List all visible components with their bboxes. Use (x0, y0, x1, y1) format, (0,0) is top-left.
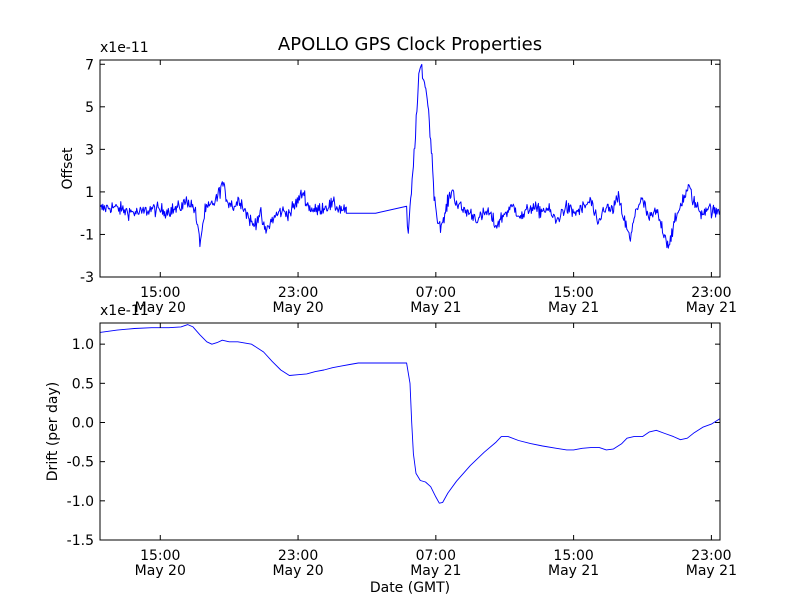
offset-x-tick-time-label: 23:00 (691, 285, 731, 301)
drift-y-tick-label: 1.0 (72, 337, 94, 353)
drift-x-tick-date-label: May 20 (135, 563, 186, 579)
offset-y-axis-label: Offset (60, 147, 76, 190)
offset-plot-area (100, 60, 720, 277)
drift-y-axis-label: Drift (per day) (45, 382, 61, 481)
drift-x-tick-time-label: 15:00 (140, 548, 180, 564)
drift-x-tick-time-label: 15:00 (553, 548, 593, 564)
offset-y-tick-label: -1 (80, 227, 94, 243)
offset-y-tick-label: 5 (85, 100, 94, 116)
offset-x-tick-date-label: May 20 (272, 300, 323, 316)
offset-x-tick-date-label: May 21 (548, 300, 599, 316)
drift-x-tick-date-label: May 21 (410, 563, 461, 579)
drift-y-tick-label: -1.0 (67, 494, 94, 510)
drift-x-tick-date-label: May 21 (686, 563, 737, 579)
drift-x-tick-time-label: 23:00 (278, 548, 318, 564)
offset-x-tick-time-label: 07:00 (416, 285, 456, 301)
chart-title: APOLLO GPS Clock Properties (278, 34, 542, 55)
offset-y-tick-label: 7 (85, 57, 94, 73)
offset-x-tick-date-label: May 21 (410, 300, 461, 316)
offset-x-tick-time-label: 23:00 (278, 285, 318, 301)
offset-y-tick-label: 1 (85, 185, 94, 201)
drift-plot-area (100, 323, 720, 540)
drift-x-tick-date-label: May 20 (272, 563, 323, 579)
offset-y-tick-label: -3 (80, 270, 94, 286)
offset-x-tick-time-label: 15:00 (553, 285, 593, 301)
chart: APOLLO GPS Clock Properties -3 -1 1 3 5 7 15:… (0, 0, 800, 600)
drift-x-tick-time-label: 23:00 (691, 548, 731, 564)
offset-scale-label: x1e-11 (100, 40, 149, 56)
offset-x-tick-time-label: 15:00 (140, 285, 180, 301)
drift-y-tick-label: 0.0 (72, 415, 94, 431)
drift-x-tick-time-label: 07:00 (416, 548, 456, 564)
offset-x-tick-date-label: May 21 (686, 300, 737, 316)
offset-y-tick-label: 3 (85, 142, 94, 158)
drift-x-tick-date-label: May 21 (548, 563, 599, 579)
drift-y-tick-label: -1.5 (67, 533, 94, 549)
drift-y-tick-label: 0.5 (72, 376, 94, 392)
x-axis-label: Date (GMT) (370, 580, 450, 596)
drift-y-tick-label: -0.5 (67, 455, 94, 471)
drift-scale-label: x1e-11 (100, 303, 149, 319)
